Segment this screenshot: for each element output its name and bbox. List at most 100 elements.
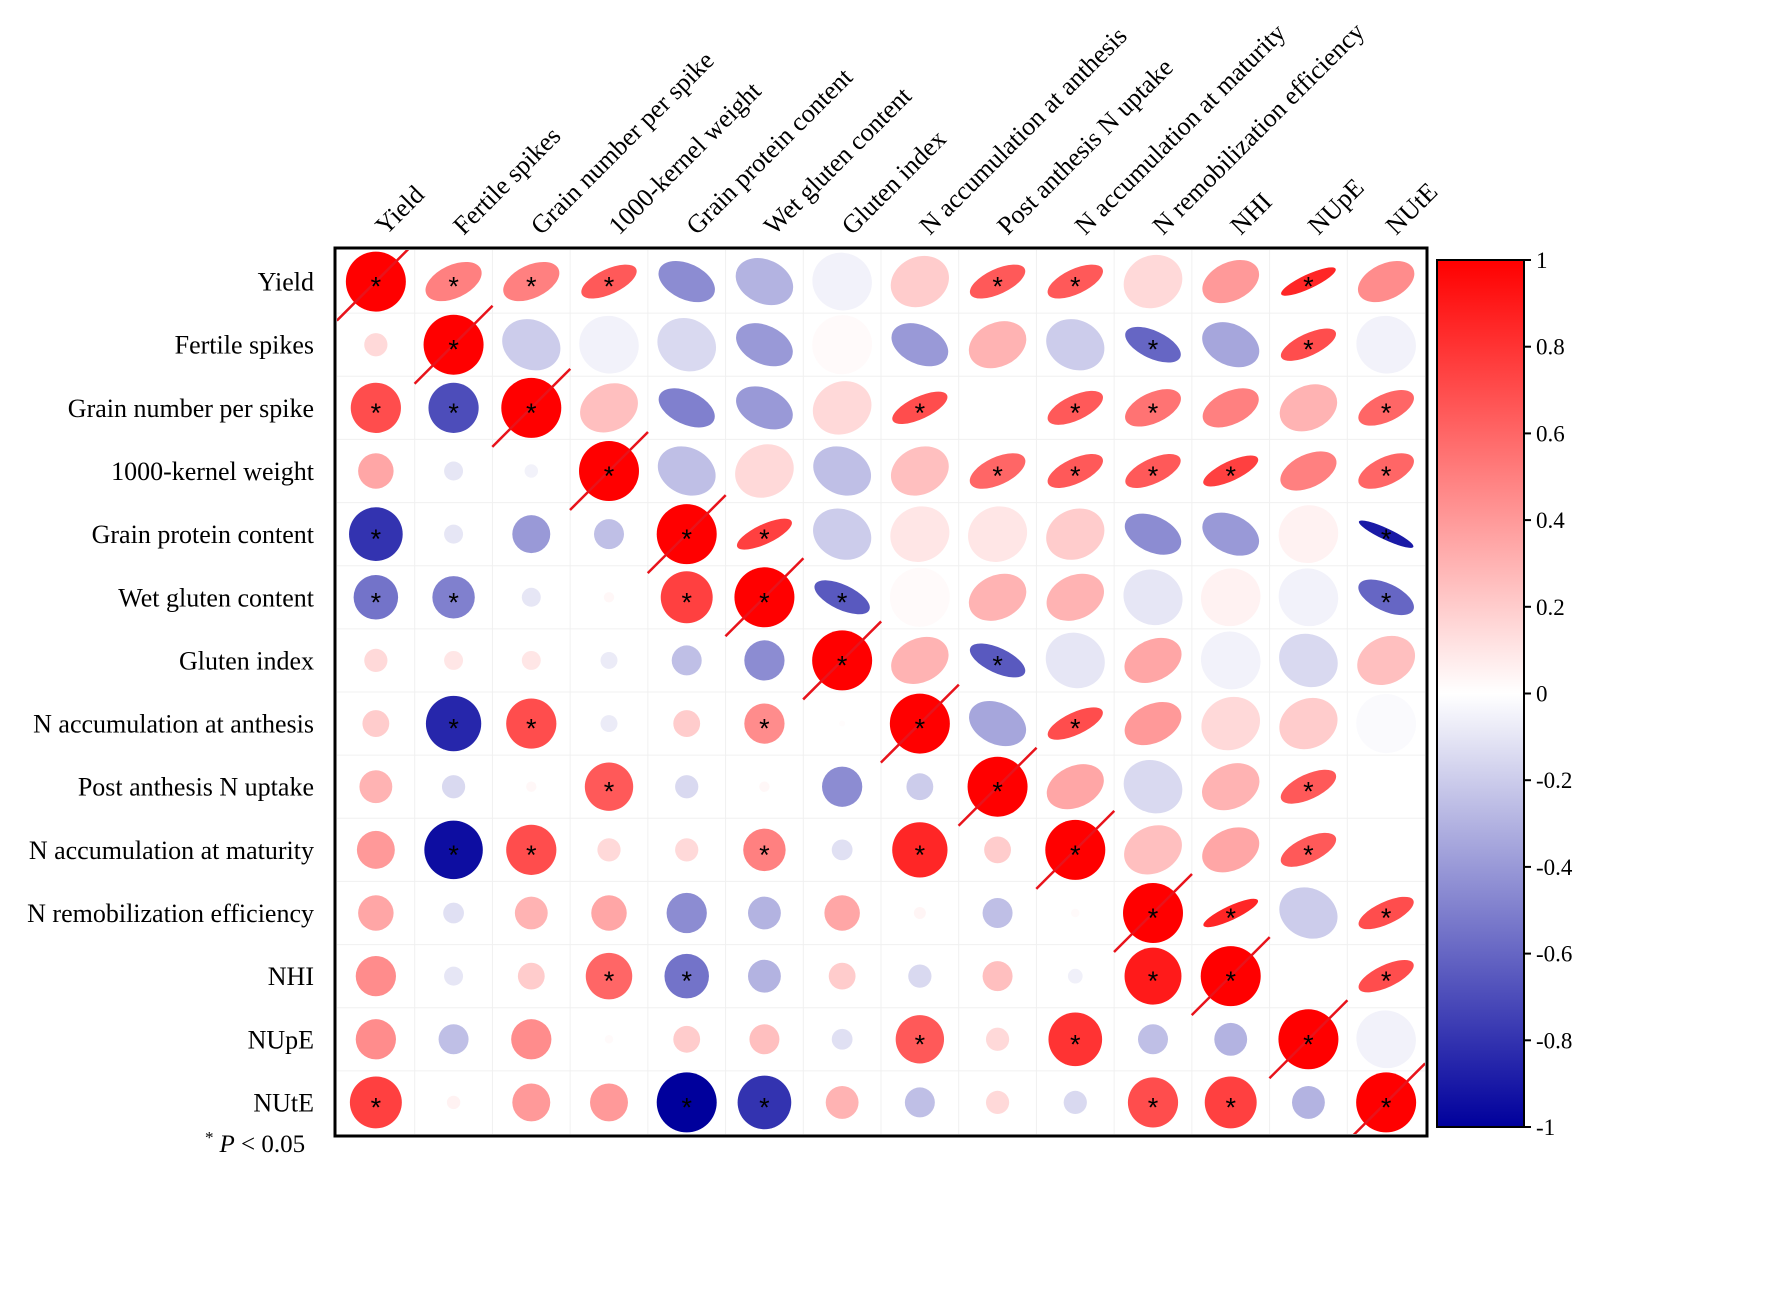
cell-13-9 (1063, 1090, 1087, 1115)
correlation-circle (444, 524, 464, 544)
cell-10-11: * (1203, 898, 1259, 933)
correlation-circle (913, 907, 926, 919)
cell-8-8: * (957, 746, 1038, 827)
correlation-ellipse (1046, 319, 1105, 371)
correlation-ellipse (1358, 959, 1414, 993)
correlation-circle (506, 698, 557, 749)
significance-star: * (604, 272, 615, 302)
correlation-ellipse (1123, 254, 1183, 309)
cell-6-13 (1357, 635, 1416, 686)
correlation-circle (355, 1019, 396, 1060)
cell-13-11: * (1204, 1076, 1257, 1129)
cell-2-11 (1202, 388, 1259, 428)
cell-5-13: * (1358, 579, 1414, 617)
correlation-circle (660, 571, 713, 624)
significance-star: * (992, 777, 1003, 807)
significance-star: * (1148, 398, 1159, 428)
cell-2-2: * (491, 367, 572, 448)
correlation-ellipse (1045, 632, 1105, 689)
correlation-circle (364, 333, 388, 357)
cell-5-6: * (814, 580, 870, 617)
significance-star: * (1148, 1092, 1159, 1122)
cell-8-1 (441, 775, 466, 799)
cell-1-8 (968, 321, 1027, 369)
cell-0-13 (1357, 261, 1415, 303)
cell-0-11 (1202, 260, 1260, 304)
row-label: 1000-kernel weight (111, 457, 315, 486)
cell-8-9 (1046, 764, 1104, 810)
correlation-circle (584, 762, 634, 811)
diagonal-line (413, 304, 494, 385)
cell-9-0 (356, 830, 395, 869)
row-label: Post anthesis N uptake (78, 773, 314, 802)
significance-star: * (915, 398, 926, 428)
cell-5-1: * (432, 576, 475, 619)
correlation-ellipse (735, 258, 794, 306)
cell-0-7 (890, 255, 949, 308)
cell-13-10: * (1127, 1077, 1179, 1128)
significance-star: * (604, 461, 615, 491)
correlation-circle (985, 1027, 1010, 1051)
correlation-ellipse (1356, 1010, 1416, 1069)
cell-12-3 (604, 1035, 614, 1044)
correlation-circle (737, 1075, 792, 1130)
cell-8-5 (759, 781, 770, 792)
correlation-circle (664, 953, 709, 999)
cell-0-10 (1123, 254, 1183, 309)
cell-1-5 (736, 323, 793, 367)
correlation-ellipse (1202, 512, 1260, 556)
correlation-ellipse (1203, 455, 1259, 487)
correlation-ellipse (968, 573, 1027, 621)
significance-star: * (448, 398, 459, 428)
correlation-circle (512, 1083, 551, 1122)
correlation-circle (1291, 1085, 1325, 1119)
column-label: NUtE (1380, 177, 1443, 240)
correlation-ellipse (892, 391, 948, 425)
correlation-ellipse (1280, 769, 1337, 804)
significance-star: * (448, 714, 459, 744)
footnote-symbol: * (205, 1128, 214, 1147)
correlation-circle (825, 1085, 859, 1119)
correlation-ellipse (1125, 389, 1181, 427)
correlation-circle (839, 720, 846, 727)
cell-6-6: * (802, 620, 883, 701)
correlation-ellipse (1278, 568, 1339, 627)
correlation-ellipse (1281, 267, 1336, 296)
colorbar-tick-label: 0.8 (1536, 335, 1565, 360)
cell-13-7 (904, 1087, 935, 1118)
row-label: N remobilization efficiency (27, 899, 314, 928)
significance-star: * (915, 1029, 926, 1059)
significance-star: * (1070, 1029, 1081, 1059)
cell-6-8: * (969, 643, 1026, 680)
cell-0-0: * (337, 250, 410, 322)
cell-9-1: * (424, 820, 483, 880)
correlation-ellipse (813, 508, 872, 560)
correlation-ellipse (1356, 694, 1417, 754)
cell-9-6 (831, 839, 853, 861)
cell-10-8 (982, 898, 1013, 928)
correlation-ellipse (580, 383, 638, 433)
colorbar-gradient (1436, 259, 1525, 1128)
correlation-marks: * * * * * * * * * * * * * * * * * * * * * * * * * * * * * * * * * * * * * * * *… (337, 250, 1425, 1134)
correlation-circle (747, 896, 781, 930)
colorbar: 1 0.8 0.6 0.4 0.2 0 -0.2 -0.4 -0.6 -0.8 -1 (1436, 248, 1573, 1140)
correlation-circle (984, 836, 1011, 864)
correlation-ellipse (1356, 756, 1417, 817)
correlation-circle (438, 1024, 469, 1055)
row-labels: Yield Fertile spikes Grain number per spik… (27, 268, 315, 1118)
significance-star: * (526, 840, 537, 870)
footnote-rest: < 0.05 (235, 1131, 305, 1158)
correlation-ellipse (657, 446, 716, 496)
correlation-circle (604, 1035, 614, 1044)
correlation-ellipse (1357, 261, 1415, 303)
correlation-ellipse (890, 446, 949, 496)
correlation-circle (828, 962, 856, 990)
correlation-circle (1067, 968, 1083, 984)
significance-star: * (681, 524, 692, 554)
correlation-ellipse (969, 264, 1026, 299)
correlation-ellipse (1279, 384, 1338, 432)
cell-13-1 (446, 1095, 461, 1110)
correlation-ellipse (1279, 887, 1338, 939)
correlation-circle (744, 703, 785, 744)
cell-1-4 (657, 317, 717, 372)
